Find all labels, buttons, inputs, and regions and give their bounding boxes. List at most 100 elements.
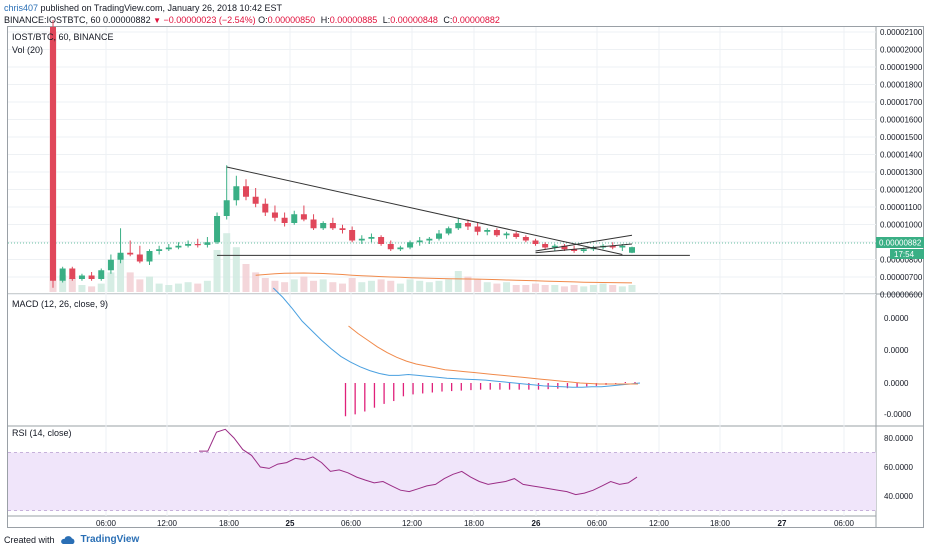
candle-body [262,203,269,213]
time-tick-label: 06:00 [834,519,855,528]
time-tick-label: 06:00 [341,519,362,528]
current-price-label: 0.00000882 [879,239,922,248]
price-tick-label: 0.00001400 [880,151,923,160]
volume-bar [203,280,211,292]
candle-body [127,252,134,255]
candle-body [300,214,307,220]
price-tick-label: 0.00001000 [880,221,923,230]
volume-bar [406,279,414,292]
volume-bar [242,264,250,292]
price-change: −0.00000023 (−2.54%) [163,15,256,25]
candle-body [78,275,85,279]
volume-ma-line [255,272,633,284]
tradingview-cloud-icon [60,535,74,544]
publish-text: published on TradingView.com, January 26… [38,3,283,13]
candle-body [378,237,385,244]
volume-bar [358,282,366,292]
candle-body [146,251,153,262]
candle-body [387,244,394,250]
volume-bar [425,282,433,292]
candle-body [349,230,356,241]
price-tick-label: 0.00001500 [880,133,923,142]
volume-bar [165,285,173,292]
countdown-tag [890,249,924,259]
trendline [226,166,623,255]
price-tick-label: 0.00002100 [880,28,923,37]
volume-bar [609,285,617,292]
candle-body [69,268,76,279]
candle-body [455,223,462,229]
volume-bar [232,247,240,292]
macd-line [272,287,641,388]
volume-bar [377,279,385,292]
volume-bar [589,285,597,292]
low-value: 0.00000848 [390,15,438,25]
candle-body [561,245,568,250]
high-label: H: [320,15,330,25]
footer: Created with TradingView [4,534,139,545]
volume-bar [348,278,356,292]
candle-body [117,252,124,260]
volume-bar [271,280,279,292]
rsi-pane-title: RSI (14, close) [12,428,72,438]
volume-bar [445,279,453,292]
volume-bar [416,280,424,292]
time-tick-label: 27 [778,519,787,528]
volume-bar [68,278,76,292]
volume-bar [599,283,607,292]
candle-body [59,268,66,281]
candle-body [320,223,327,229]
price-tick-label: 0.00002000 [880,46,923,55]
time-tick-label: 26 [532,519,541,528]
candle-body [522,237,529,241]
candle-body [339,228,346,230]
candle-body [156,249,163,251]
candle-body [551,245,558,248]
volume-bar [78,285,86,292]
candle-body [223,200,230,216]
symbol-price: BINANCE:IOSTBTC, 60 0.00000882 [4,15,154,25]
author-link[interactable]: chris407 [4,3,39,13]
volume-bar [281,282,289,292]
candle-body [271,212,278,218]
volume-bar [454,271,462,292]
time-tick-label: 18:00 [710,519,731,528]
volume-bar [329,282,337,292]
macd-pane-title: MACD (12, 26, close, 9) [12,299,108,309]
candle-body [368,237,375,239]
time-tick-label: 12:00 [157,519,178,528]
price-tick-label: 0.00001700 [880,98,923,107]
trendline [535,243,633,254]
volume-bar [174,283,182,292]
price-tick-label: 0.00001600 [880,116,923,125]
open-value: 0.00000850 [267,15,316,25]
tradingview-brand-link[interactable]: TradingView [80,534,140,545]
candle-body [571,249,578,251]
volume-bar [126,272,134,292]
volume-bar [560,286,568,292]
candle-body [204,242,211,245]
candle-body [175,245,182,248]
volume-bar [136,279,144,292]
volume-bar [464,276,472,292]
price-tick-label: 0.00001200 [880,186,923,195]
low-label: L: [382,15,391,25]
volume-bar [570,285,578,292]
candle-body [532,240,539,244]
candle-body [484,230,491,232]
candle-body [243,186,249,197]
candle-body [291,214,298,223]
volume-bar [551,285,559,292]
price-tick-label: 0.00001100 [880,203,922,212]
rsi-line [199,428,638,496]
candle-body [281,217,288,223]
current-price-tag [876,237,924,248]
volume-bar [580,286,588,292]
rsi-tick-label: 80.0000 [884,434,913,443]
volume-bar [628,285,636,292]
bar-countdown: 17:54 [894,250,915,259]
candle-body [416,240,423,243]
volume-bar [223,233,231,292]
volume-bar [213,250,221,292]
